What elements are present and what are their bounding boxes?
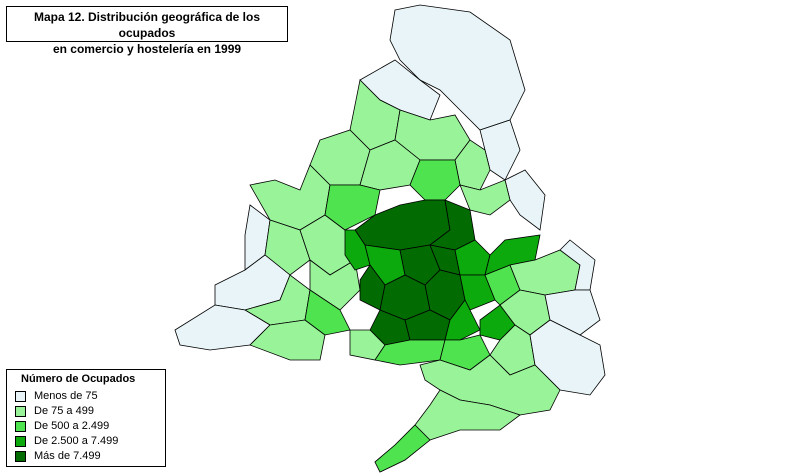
legend-item-2500-7499: De 2.500 a 7.499	[15, 434, 118, 448]
legend-swatch	[15, 420, 26, 432]
map-title-line-2: en comercio y hostelería en 1999	[52, 42, 242, 56]
map-region	[359, 264, 386, 311]
legend-item-mas-7499: Más de 7.499	[15, 449, 101, 463]
map-region	[304, 289, 351, 336]
map-region	[409, 159, 461, 201]
legend-label: Más de 7.499	[34, 450, 101, 462]
legend-label: Menos de 75	[34, 390, 98, 402]
legend-label: De 75 a 499	[34, 405, 94, 417]
legend-label: De 2.500 a 7.499	[34, 435, 119, 447]
legend-swatch	[15, 450, 26, 462]
legend-title: Número de Ocupados	[21, 373, 136, 385]
map-region	[374, 424, 431, 473]
legend-swatch	[15, 405, 26, 417]
map-region	[504, 169, 546, 231]
map-region	[459, 274, 496, 311]
map-region	[264, 219, 311, 276]
map-legend: Número de Ocupados Menos de 75 De 75 a 4…	[6, 369, 166, 467]
map-title-line-1: Mapa 12. Distribución geográfica de los …	[33, 10, 261, 40]
map-title: Mapa 12. Distribución geográfica de los …	[6, 6, 288, 56]
legend-item-500-2499: De 500 a 2.499	[15, 419, 109, 433]
legend-item-75-499: De 75 a 499	[15, 404, 94, 418]
legend-swatch	[15, 435, 26, 447]
legend-swatch	[15, 390, 26, 402]
legend-label: De 500 a 2.499	[34, 420, 110, 432]
legend-item-menos-75: Menos de 75	[15, 389, 98, 403]
